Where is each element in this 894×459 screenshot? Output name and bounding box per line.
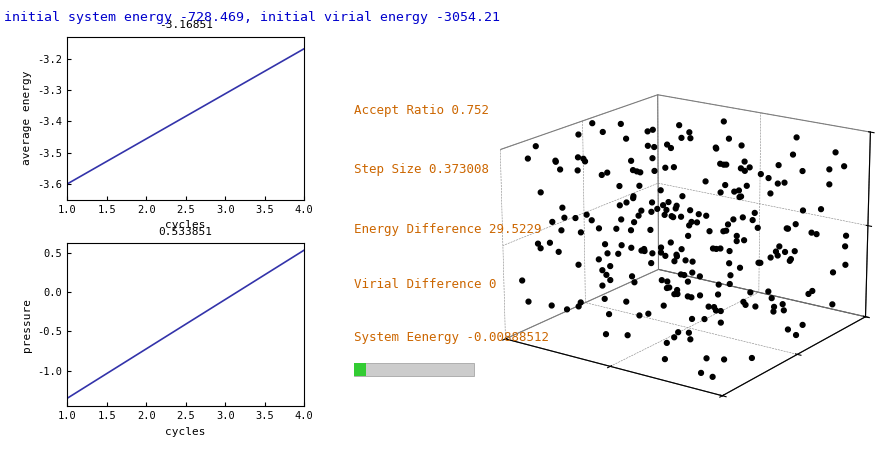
Text: Accept Ratio 0.752: Accept Ratio 0.752: [353, 104, 488, 117]
X-axis label: cycles: cycles: [165, 220, 206, 230]
X-axis label: cycles: cycles: [165, 426, 206, 437]
Text: initial system energy -728.469, initial virial energy -3054.21: initial system energy -728.469, initial …: [4, 11, 500, 24]
Title: -3.16851: -3.16851: [158, 20, 213, 30]
Y-axis label: pressure: pressure: [21, 298, 31, 352]
Text: Virial Difference 0: Virial Difference 0: [353, 278, 495, 291]
Text: System Eenergy -0.00888512: System Eenergy -0.00888512: [353, 331, 548, 344]
Text: Step Size 0.373008: Step Size 0.373008: [353, 163, 488, 176]
Y-axis label: average energy: average energy: [21, 71, 31, 165]
Text: Energy Difference 29.5229: Energy Difference 29.5229: [353, 223, 540, 236]
Title: 0.533851: 0.533851: [158, 227, 213, 237]
